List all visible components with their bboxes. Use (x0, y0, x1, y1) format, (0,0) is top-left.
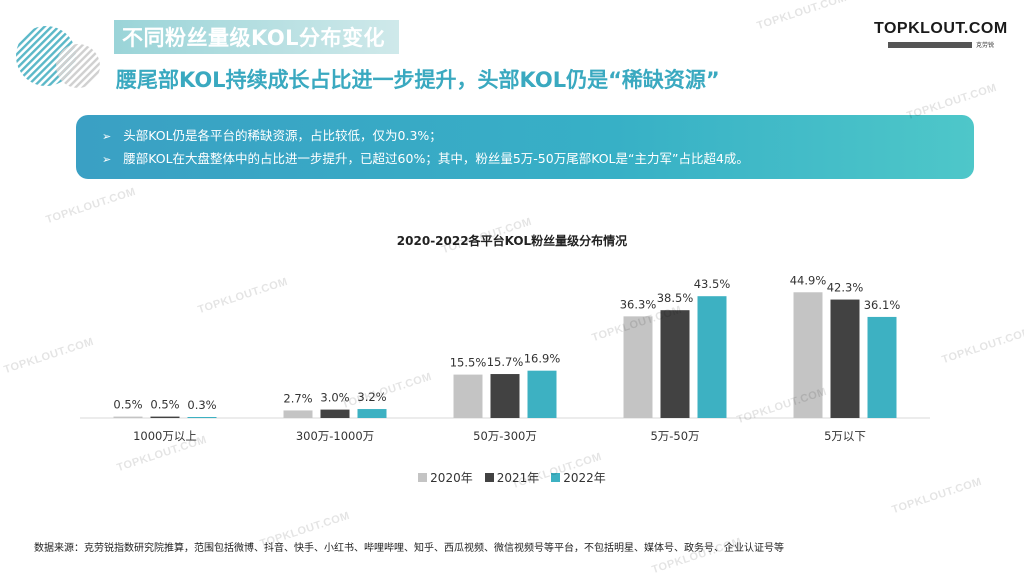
bar (490, 374, 520, 418)
bar (187, 417, 217, 418)
brand-name: TOPKLOUT.COM (874, 20, 1008, 37)
legend-item-2021: 2021年 (484, 469, 540, 486)
bullet-arrow-icon: ➢ (102, 130, 112, 143)
watermark: TOPKLOUT.COM (755, 0, 849, 33)
bar-value-label: 3.0% (320, 391, 349, 405)
decorative-circles (16, 26, 100, 88)
bar (357, 409, 387, 418)
bar-value-label: 3.2% (357, 390, 386, 404)
bar (283, 410, 313, 418)
info-panel: ➢ 头部KOL仍是各平台的稀缺资源，占比较低，仅为0.3%； ➢ 腰部KOL在大盘整… (76, 115, 974, 179)
legend-swatch (551, 473, 561, 482)
bar (453, 374, 483, 418)
bar (867, 316, 897, 418)
bar (697, 296, 727, 418)
brand-tagline-bar (887, 41, 972, 48)
info-line-text: 头部KOL仍是各平台的稀缺资源，占比较低，仅为0.3%； (123, 128, 442, 143)
info-line-1: ➢ 头部KOL仍是各平台的稀缺资源，占比较低，仅为0.3%； (102, 125, 974, 148)
bar-value-label: 43.5% (694, 277, 731, 291)
bar-value-label: 0.5% (113, 398, 142, 412)
data-source-note: 数据来源：克劳锐指数研究院推算，范围包括微博、抖音、快手、小红书、哔哩哔哩、知乎… (34, 543, 784, 554)
legend-swatch (484, 473, 494, 482)
bar-value-label: 15.5% (450, 356, 487, 370)
bar (527, 370, 557, 418)
bar-chart: 0.5% 0.5% 0.3% 1000万以上 2.7% 3.0% 3.2% 300万-1000… (80, 273, 930, 443)
x-tick-label: 1000万以上 (133, 429, 197, 443)
page-title: 不同粉丝量级KOL分布变化 (122, 26, 386, 50)
legend-item-2020: 2020年 (418, 469, 473, 486)
brand-tagline-row: 克劳锐 (874, 40, 994, 49)
brand-logo: TOPKLOUT.COM 克劳锐 (874, 20, 1008, 49)
bar (150, 416, 180, 418)
bar-value-label: 15.7% (487, 355, 524, 369)
bar (113, 416, 143, 418)
info-line-text: 腰部KOL在大盘整体中的占比进一步提升，已超过60%；其中，粉丝量5万-50万尾… (123, 151, 749, 166)
x-tick-label: 5万-50万 (650, 429, 699, 443)
bar (830, 299, 860, 418)
legend-label: 2022年 (563, 471, 606, 485)
bar (793, 292, 823, 418)
bullet-arrow-icon: ➢ (102, 153, 112, 166)
watermark: TOPKLOUT.COM (44, 185, 138, 227)
bar-value-label: 16.9% (524, 352, 561, 366)
bar (660, 310, 690, 418)
chart-title: 2020-2022各平台KOL粉丝量级分布情况 (396, 234, 628, 248)
bar-value-label: 36.3% (620, 297, 657, 311)
title-banner: 不同粉丝量级KOL分布变化 (114, 20, 400, 54)
bar (623, 316, 653, 418)
legend-label: 2020年 (430, 471, 473, 485)
bar-value-label: 2.7% (283, 391, 312, 405)
legend-item-2022: 2022年 (551, 469, 606, 486)
bar-value-label: 0.3% (187, 398, 216, 412)
bar-value-label: 44.9% (790, 273, 827, 287)
x-tick-label: 5万以下 (824, 429, 866, 443)
bar-value-label: 38.5% (657, 291, 694, 305)
info-line-2: ➢ 腰部KOL在大盘整体中的占比进一步提升，已超过60%；其中，粉丝量5万-50万… (102, 148, 974, 171)
bar-value-label: 42.3% (827, 281, 864, 295)
legend-label: 2021年 (496, 471, 540, 485)
bar-value-label: 0.5% (150, 398, 179, 412)
x-tick-label: 300万-1000万 (296, 429, 374, 443)
legend-swatch (418, 473, 428, 482)
page-subtitle: 腰尾部KOL持续成长占比进一步提升，头部KOL仍是“稀缺资源” (116, 68, 720, 92)
bar-value-label: 36.1% (864, 298, 901, 312)
bar (320, 409, 350, 418)
x-tick-label: 50万-300万 (473, 429, 537, 443)
chart-legend: 2020年 2021年 2022年 (0, 469, 1024, 486)
brand-tagline: 克劳锐 (975, 42, 994, 49)
